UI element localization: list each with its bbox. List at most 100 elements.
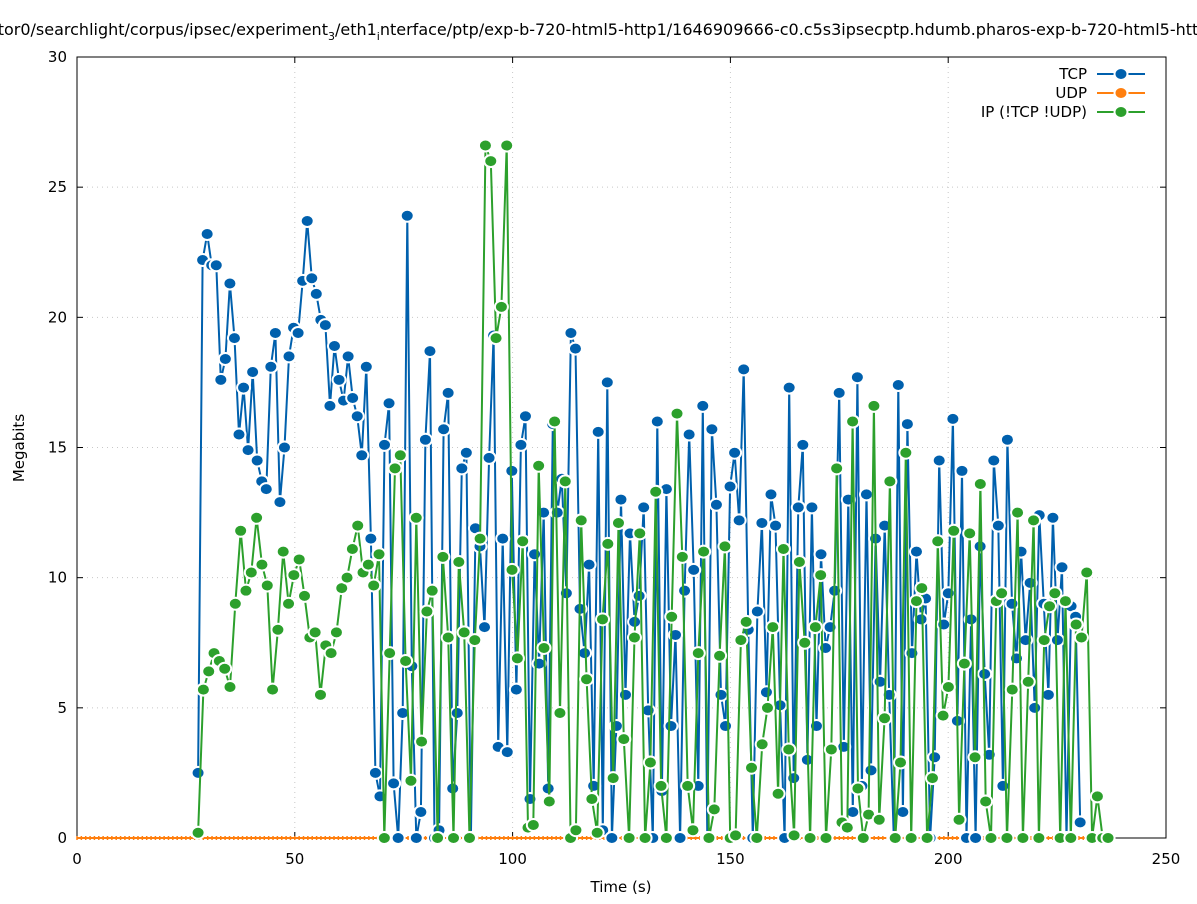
x-tick-label: 200 [934, 850, 963, 868]
data-point [488, 331, 504, 346]
title-part-2: /eth1 [335, 20, 377, 39]
series-line [197, 145, 1109, 842]
data-point [849, 370, 865, 385]
data-point [818, 831, 834, 845]
data-point [508, 682, 524, 697]
data-point [1068, 617, 1084, 632]
data-point [449, 706, 465, 721]
data-point [454, 461, 470, 476]
data-point [1004, 682, 1020, 697]
data-point [977, 666, 993, 681]
data-point [387, 461, 403, 476]
data-point [344, 542, 360, 557]
legend-marker [1113, 86, 1129, 100]
data-point [312, 687, 328, 702]
data-point [527, 547, 543, 562]
data-point [327, 338, 343, 353]
data-point [581, 557, 597, 572]
data-point [686, 562, 702, 577]
data-point [213, 372, 229, 387]
data-point [823, 742, 839, 757]
data-point [249, 510, 265, 525]
data-point [649, 414, 665, 429]
data-point [736, 362, 752, 377]
y-tick-label: 20 [48, 308, 67, 326]
data-point [781, 742, 797, 757]
data-point [199, 227, 215, 242]
data-point [254, 557, 270, 572]
data-point [1079, 565, 1095, 580]
data-point [829, 461, 845, 476]
data-point [648, 484, 664, 499]
data-point [1022, 575, 1038, 590]
data-point [265, 682, 281, 697]
data-point [536, 640, 552, 655]
data-point [744, 760, 760, 775]
data-point [568, 823, 584, 838]
data-point [616, 732, 632, 747]
data-point [738, 614, 754, 629]
data-point [395, 706, 411, 721]
data-point [436, 422, 452, 437]
data-point [831, 385, 847, 400]
data-point [413, 804, 429, 819]
data-point [481, 450, 497, 465]
data-point [919, 831, 935, 845]
data-point [291, 552, 307, 567]
data-point [249, 453, 265, 468]
data-point [525, 817, 541, 832]
data-point [708, 497, 724, 512]
data-point [695, 398, 711, 413]
data-point [893, 755, 909, 770]
data-point [804, 500, 820, 515]
data-point [722, 479, 738, 494]
data-point [704, 422, 720, 437]
data-point [226, 331, 242, 346]
data-point [339, 570, 355, 585]
data-point [1045, 510, 1061, 525]
data-point [604, 831, 620, 845]
data-point [807, 620, 823, 635]
series-ip [190, 138, 1116, 845]
data-point [613, 492, 629, 507]
data-point [914, 581, 930, 596]
data-point [770, 786, 786, 801]
data-point [871, 812, 887, 827]
data-point [999, 432, 1015, 447]
data-point [968, 831, 984, 845]
data-point [392, 448, 408, 463]
data-point [360, 557, 376, 572]
data-point [904, 646, 920, 661]
data-point [712, 648, 728, 663]
data-point [733, 633, 749, 648]
data-point [190, 825, 206, 840]
data-point [599, 375, 615, 390]
data-point [286, 568, 302, 583]
legend-label: UDP [1055, 84, 1087, 102]
data-point [1057, 594, 1073, 609]
data-point [483, 154, 499, 169]
data-point [499, 745, 515, 760]
data-point [983, 831, 999, 845]
data-point [458, 445, 474, 460]
data-point [1010, 505, 1026, 520]
x-tick-label: 150 [716, 850, 745, 868]
data-point [461, 831, 477, 845]
data-point [477, 620, 493, 635]
data-point [903, 831, 919, 845]
data-point [417, 432, 433, 447]
data-point [263, 359, 279, 374]
data-point [504, 562, 520, 577]
data-point [456, 625, 472, 640]
data-point [308, 286, 324, 301]
data-point [718, 719, 734, 734]
data-point [371, 547, 387, 562]
data-point [967, 750, 983, 765]
data-point [258, 482, 274, 497]
data-point [858, 487, 874, 502]
data-point [795, 437, 811, 452]
data-point [233, 523, 249, 538]
data-point [345, 391, 361, 406]
